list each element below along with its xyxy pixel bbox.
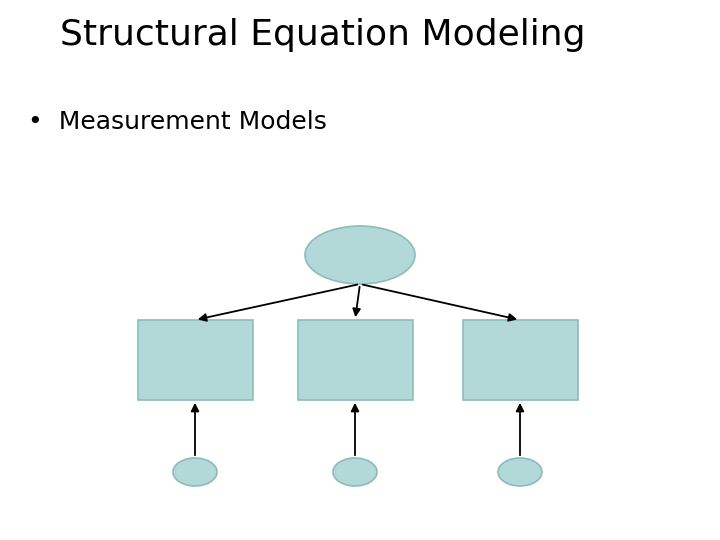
Ellipse shape [333,458,377,486]
Text: Structural Equation Modeling: Structural Equation Modeling [60,18,585,52]
Ellipse shape [173,458,217,486]
Bar [138,320,253,400]
Text: •  Measurement Models: • Measurement Models [28,110,327,134]
Ellipse shape [498,458,542,486]
Bar [462,320,577,400]
Ellipse shape [305,226,415,284]
Bar [297,320,413,400]
